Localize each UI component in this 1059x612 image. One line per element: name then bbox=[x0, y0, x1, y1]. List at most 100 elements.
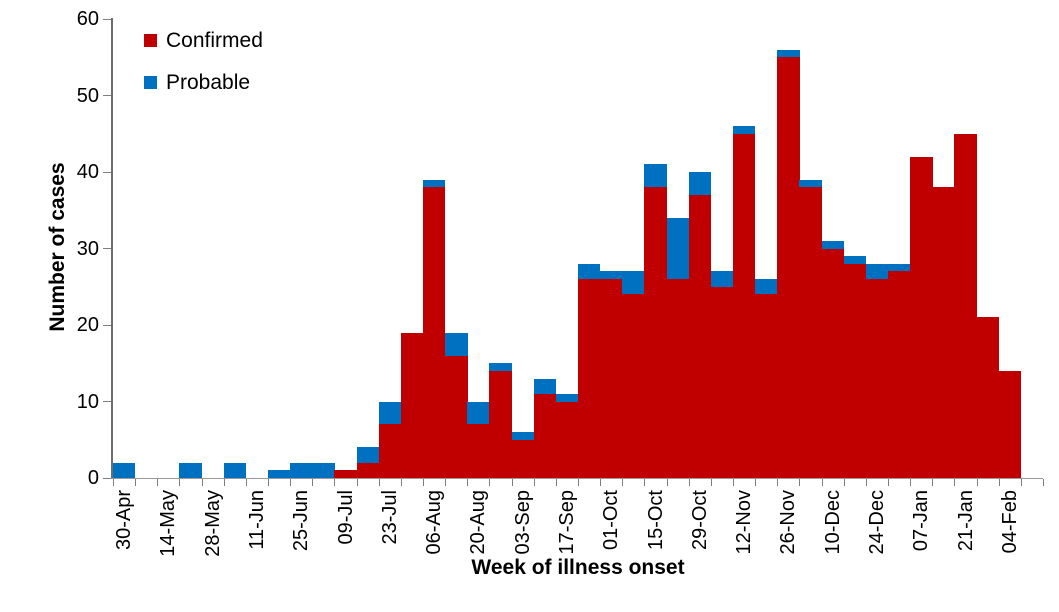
plot-area bbox=[113, 19, 1043, 478]
x-tick-label: 25-Jun bbox=[290, 490, 313, 552]
confirmed-segment bbox=[710, 286, 734, 478]
bar-26-Nov bbox=[777, 49, 800, 478]
probable-segment bbox=[666, 217, 690, 280]
legend-label-confirmed: Confirmed bbox=[166, 29, 263, 52]
x-tick bbox=[135, 479, 137, 486]
confirmed-segment bbox=[688, 194, 712, 478]
y-tick bbox=[103, 324, 111, 326]
x-tick bbox=[378, 479, 380, 486]
bar-13-Aug bbox=[445, 332, 468, 478]
bar-02-Jul bbox=[312, 462, 335, 478]
x-tick bbox=[179, 479, 181, 486]
probable-segment bbox=[445, 332, 468, 356]
y-tick bbox=[103, 401, 111, 402]
probable-segment bbox=[578, 263, 601, 280]
x-tick-label: 28-May bbox=[201, 490, 224, 557]
x-tick bbox=[998, 479, 1000, 486]
x-tick-label: 10-Dec bbox=[821, 490, 844, 555]
confirmed-segment bbox=[423, 187, 446, 478]
bar-06-Aug bbox=[423, 179, 446, 478]
x-tick-label: 20-Aug bbox=[467, 490, 490, 555]
x-tick-label: 24-Dec bbox=[865, 490, 888, 555]
probable-segment bbox=[600, 271, 623, 280]
y-tick bbox=[103, 477, 111, 479]
probable-segment bbox=[489, 363, 512, 371]
x-tick-label: 29-Oct bbox=[688, 490, 711, 551]
probable-segment bbox=[223, 462, 247, 478]
x-tick-label: 23-Jul bbox=[378, 490, 401, 545]
y-tick-label: 40 bbox=[76, 161, 99, 183]
x-tick-label: 04-Feb bbox=[998, 490, 1021, 554]
x-tick bbox=[445, 479, 447, 486]
probable-segment bbox=[555, 393, 579, 402]
x-tick bbox=[356, 479, 358, 486]
bar-23-Jul bbox=[378, 401, 402, 478]
x-tick bbox=[157, 479, 159, 486]
probable-segment bbox=[865, 263, 889, 280]
x-tick-label: 21-Jan bbox=[954, 490, 977, 552]
y-tick-label: 10 bbox=[76, 390, 99, 413]
x-tick-label: 07-Jan bbox=[910, 490, 933, 552]
x-axis-line bbox=[111, 478, 1043, 479]
bar-30-Apr bbox=[113, 462, 136, 478]
confirmed-segment bbox=[578, 279, 601, 478]
probable-segment bbox=[312, 462, 335, 478]
x-tick bbox=[312, 479, 314, 486]
y-tick bbox=[103, 95, 111, 96]
bar-21-May bbox=[179, 462, 202, 478]
confirmed-segment bbox=[821, 248, 845, 478]
probable-segment bbox=[290, 462, 313, 478]
x-tick bbox=[113, 479, 114, 486]
confirmed-segment bbox=[378, 424, 402, 478]
legend-item-confirmed: Confirmed bbox=[144, 29, 263, 52]
x-tick-label: 01-Oct bbox=[600, 490, 623, 551]
bar-14-Jan bbox=[932, 187, 955, 478]
probable-segment bbox=[710, 271, 734, 287]
confirmed-segment bbox=[600, 279, 623, 478]
confirmed-segment bbox=[932, 187, 955, 478]
x-tick bbox=[268, 479, 269, 486]
x-tick bbox=[400, 479, 402, 486]
bar-04-Feb bbox=[998, 370, 1022, 478]
bar-22-Oct bbox=[666, 217, 690, 478]
x-tick-label: 17-Sep bbox=[555, 490, 578, 555]
x-axis-title: Week of illness onset bbox=[471, 556, 685, 579]
x-tick bbox=[710, 479, 712, 486]
confirmed-segment bbox=[533, 393, 557, 478]
probable-segment bbox=[467, 401, 490, 425]
y-tick-label: 20 bbox=[76, 314, 99, 336]
probable-swatch-icon bbox=[144, 76, 157, 89]
y-tick-label: 50 bbox=[76, 84, 99, 107]
legend-label-probable: Probable bbox=[166, 71, 251, 94]
bar-12-Nov bbox=[733, 126, 756, 478]
legend-item-probable: Probable bbox=[144, 71, 263, 94]
confirmed-segment bbox=[666, 279, 690, 478]
confirmed-segment bbox=[644, 187, 667, 478]
probable-segment bbox=[821, 240, 845, 249]
probable-segment bbox=[888, 263, 911, 272]
x-tick bbox=[578, 479, 579, 486]
confirmed-segment bbox=[865, 279, 889, 478]
x-tick bbox=[1020, 479, 1022, 486]
bar-15-Oct bbox=[644, 164, 667, 478]
x-tick-label: 11-Jun bbox=[245, 490, 268, 550]
x-tick bbox=[334, 479, 336, 486]
bar-20-Aug bbox=[467, 401, 490, 478]
x-tick bbox=[910, 479, 912, 486]
confirmed-segment bbox=[976, 317, 1000, 478]
probable-segment bbox=[533, 378, 557, 394]
confirmed-segment bbox=[555, 401, 579, 478]
x-tick bbox=[888, 479, 889, 486]
bar-18-Jun bbox=[268, 470, 291, 478]
confirmed-segment bbox=[467, 424, 490, 478]
x-tick bbox=[733, 479, 734, 486]
x-tick bbox=[932, 479, 934, 486]
x-tick-label: 15-Oct bbox=[644, 490, 667, 551]
x-tick bbox=[843, 479, 845, 486]
confirmed-segment bbox=[998, 370, 1022, 478]
bar-27-Aug bbox=[489, 363, 512, 478]
confirmed-segment bbox=[755, 294, 778, 478]
x-tick bbox=[777, 479, 779, 486]
probable-segment bbox=[622, 271, 645, 295]
x-tick bbox=[976, 479, 978, 486]
